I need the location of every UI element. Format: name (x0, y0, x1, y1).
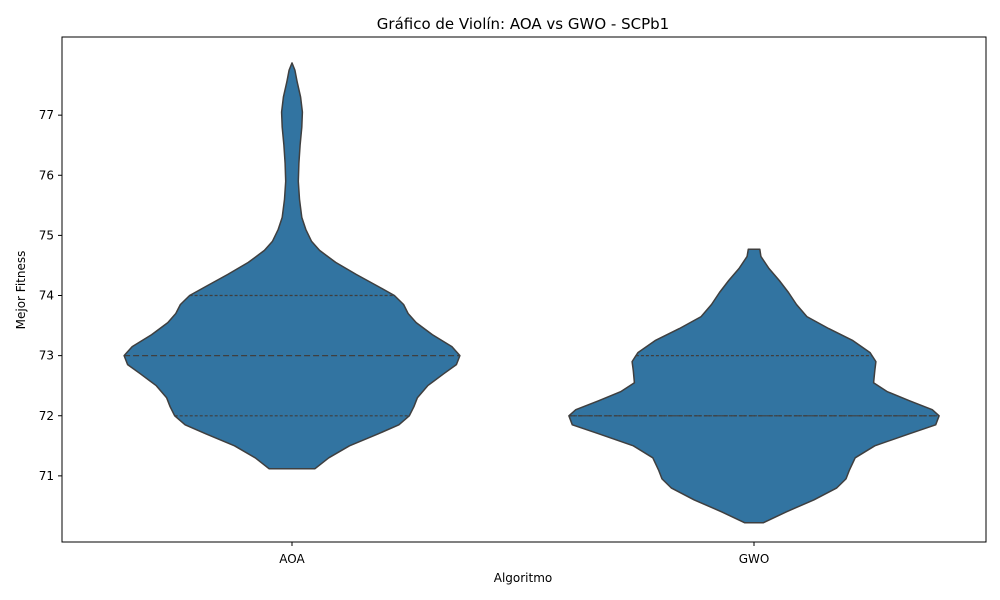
x-axis-ticks: AOA GWO (279, 542, 769, 566)
y-tick-label: 76 (39, 168, 54, 182)
y-tick-label: 75 (39, 228, 54, 242)
y-tick-label: 73 (39, 349, 54, 363)
y-tick-label: 77 (39, 108, 54, 122)
y-axis-ticks: 71 72 73 74 75 76 77 (39, 108, 62, 483)
y-tick-label: 71 (39, 469, 54, 483)
x-tick-label: AOA (279, 552, 305, 566)
y-axis-title: Mejor Fitness (14, 251, 28, 330)
x-tick-label: GWO (739, 552, 770, 566)
y-tick-label: 74 (39, 289, 54, 303)
axes (61, 36, 987, 543)
violin-aoa (123, 62, 461, 470)
x-axis-title: Algoritmo (494, 571, 553, 585)
violins (123, 62, 940, 524)
violin-gwo (568, 248, 940, 524)
plot-frame (61, 36, 987, 543)
chart-title: Gráfico de Violín: AOA vs GWO - SCPb1 (377, 15, 669, 33)
y-tick-label: 72 (39, 409, 54, 423)
